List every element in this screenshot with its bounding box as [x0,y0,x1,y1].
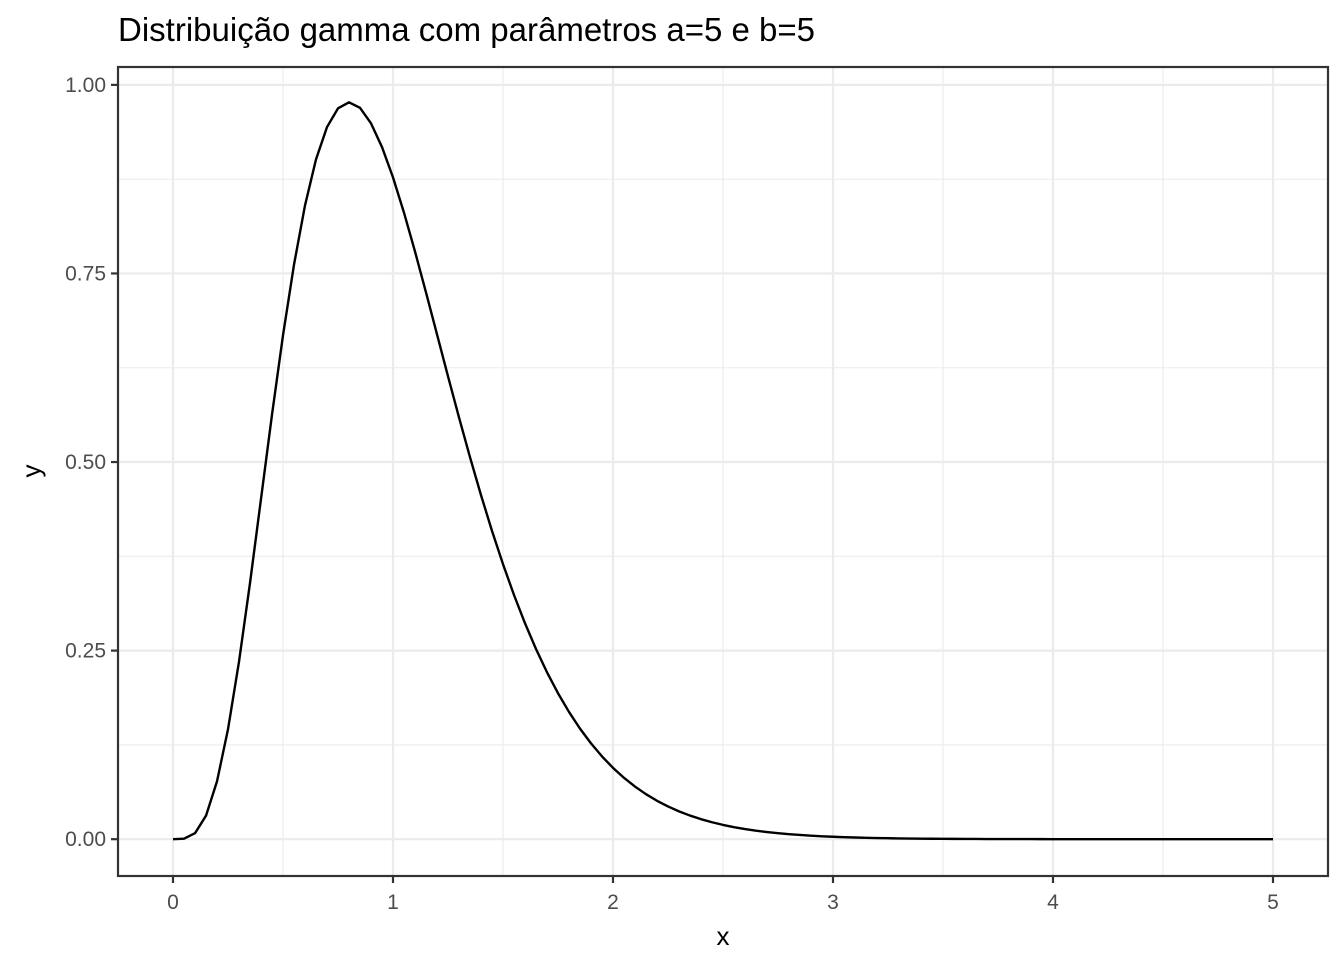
x-axis-title: x [717,921,730,951]
major-gridlines [118,67,1328,876]
minor-gridlines [118,67,1328,876]
y-tick-label: 1.00 [65,74,106,97]
x-tick-label: 4 [1047,891,1059,914]
x-tick-label: 1 [387,891,399,914]
y-tick-label: 0.75 [65,262,106,285]
chart-title: Distribuição gamma com parâmetros a=5 e … [118,11,815,48]
y-axis: 0.00 0.25 0.50 0.75 1.00 [65,74,118,851]
gamma-density-curve [172,101,1273,841]
x-tick-label: 2 [607,891,619,914]
y-tick-label: 0.50 [65,451,106,474]
x-tick-label: 5 [1267,891,1279,914]
y-tick-label: 0.25 [65,640,106,663]
y-axis-title: y [16,465,46,478]
y-tick-label: 0.00 [65,828,106,851]
x-axis: 0 1 2 3 4 5 [167,876,1279,914]
x-tick-label: 0 [167,891,179,914]
x-tick-label: 3 [827,891,839,914]
panel-border [116,65,1330,878]
